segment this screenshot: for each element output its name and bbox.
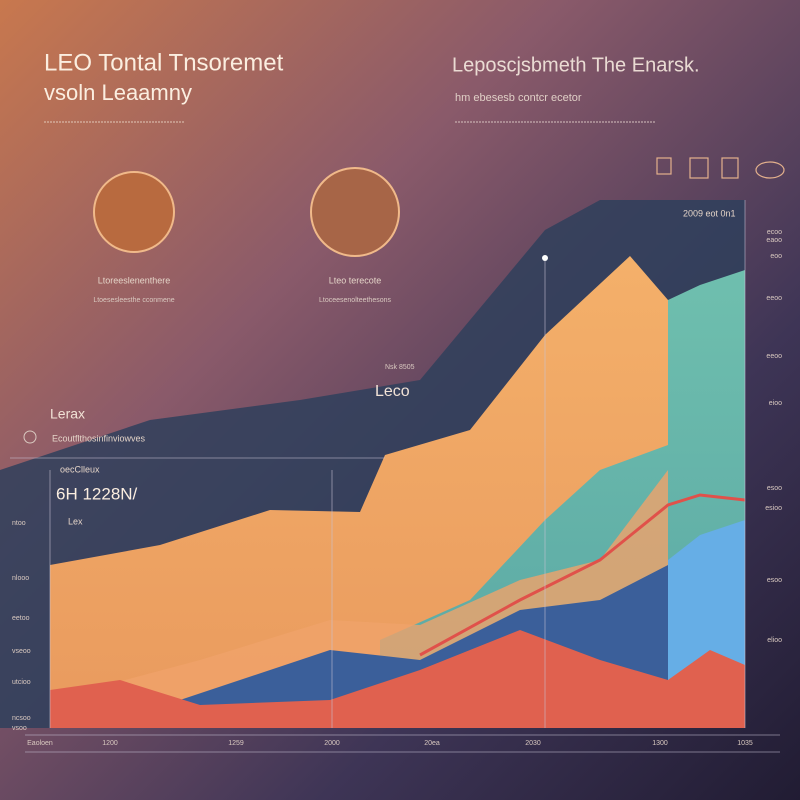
axis-label: 2000 xyxy=(324,740,340,747)
axis-label: utcioo xyxy=(12,679,31,686)
icon xyxy=(689,157,709,179)
axis-label: nlooo xyxy=(12,575,29,582)
highlight-dot xyxy=(542,255,548,261)
axis-label: 1200 xyxy=(102,740,118,747)
axis-label: eeoo xyxy=(766,295,782,302)
annotation: Ecoutflthosinfinviowves xyxy=(52,433,146,443)
card-label: Ltoreeslenenthere xyxy=(98,275,171,285)
axis-label: Eaoloen xyxy=(27,740,53,747)
card-icon xyxy=(93,171,175,253)
right-title: Leposcjsbmeth The Enarsk. xyxy=(452,54,700,76)
axis-label: eeoo xyxy=(766,353,782,360)
big-number: 6H 1228N/ xyxy=(56,484,138,503)
red-area xyxy=(50,630,745,728)
card-label: Lteo terecote xyxy=(329,275,382,285)
axis-label: 20ea xyxy=(424,740,440,747)
axis-label: ecoo xyxy=(767,229,782,236)
axis-label: esoo xyxy=(767,577,782,584)
icon xyxy=(721,157,739,179)
card-caption: Ltoceesenolteethesons xyxy=(319,297,391,304)
annotation: Nsk 8505 xyxy=(385,364,415,371)
axis-label: 1259 xyxy=(228,740,244,747)
annotation: 2009 eot 0n1 xyxy=(683,208,736,218)
axis-label: eoo xyxy=(770,253,782,260)
card: Lteo terecote Ltoceesenolteethesons xyxy=(310,167,400,304)
right-subtitle: hm ebesesb contcr ecetor xyxy=(455,92,582,104)
icons xyxy=(656,157,785,179)
annotation: Lerax xyxy=(50,406,85,422)
annotation: Leco xyxy=(375,383,410,400)
axis-label: eetoo xyxy=(12,615,30,622)
axis-label: eioo xyxy=(769,400,782,407)
title: vsoln Leaamny xyxy=(44,80,192,105)
card-caption: Ltoesesleesthe cconmene xyxy=(93,297,174,304)
card-icon xyxy=(310,167,400,257)
axis-label: esioo xyxy=(765,505,782,512)
axis-label: 1035 xyxy=(737,740,753,747)
axis-label: eaoo xyxy=(766,237,782,244)
bottom-axis: Eaoloen 1200 1259 2000 20ea 2030 1300 1035 xyxy=(27,740,753,747)
axis-label: vseoo xyxy=(12,648,31,655)
annotation-icon xyxy=(23,430,37,444)
annotation: Lex xyxy=(68,516,83,526)
axis-label: 2030 xyxy=(525,740,541,747)
left-axis: ntoo nlooo eetoo vseoo utcioo ncsoo vsoo xyxy=(12,520,31,732)
axis-label: elioo xyxy=(767,637,782,644)
red-line xyxy=(419,493,746,657)
card: Ltoreeslenenthere Ltoesesleesthe cconmen… xyxy=(93,171,175,304)
axis-label: 1300 xyxy=(652,740,668,747)
axis-label: ntoo xyxy=(12,520,26,527)
title: LEO Tontal Tnsoremet xyxy=(44,49,284,76)
panel-title: oecClleux xyxy=(60,464,100,474)
icon xyxy=(755,161,785,179)
axis-label: esoo xyxy=(767,485,782,492)
icon xyxy=(656,157,672,175)
guides xyxy=(10,200,780,753)
axis-label: vsoo xyxy=(12,725,27,732)
axis-label: ncsoo xyxy=(12,715,31,722)
